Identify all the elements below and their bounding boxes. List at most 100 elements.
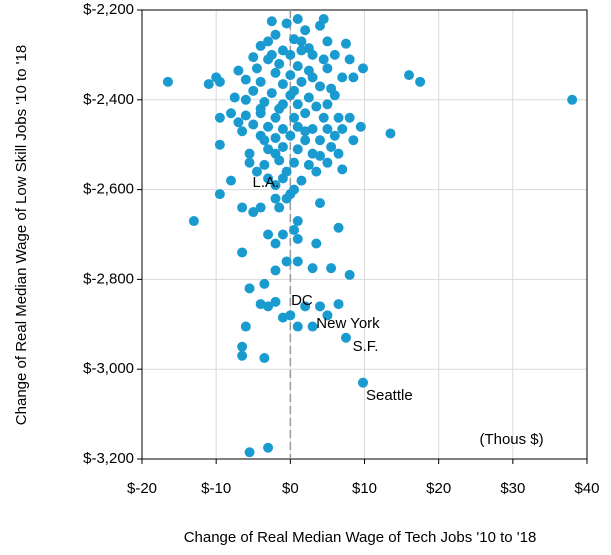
point [329, 49, 340, 60]
point [203, 79, 214, 90]
x-tick-label: $10 [352, 480, 377, 497]
point [326, 141, 337, 152]
y-axis-label: Change of Real Median Wage of Low Skill … [13, 45, 30, 425]
point [237, 341, 248, 352]
x-tick-label: $-10 [201, 480, 231, 497]
point [263, 442, 274, 453]
point [248, 207, 259, 218]
point [315, 301, 325, 312]
point [214, 112, 225, 123]
point [270, 193, 281, 204]
point [281, 18, 292, 29]
point [248, 85, 259, 96]
point [240, 74, 251, 85]
point [244, 157, 255, 168]
point [270, 265, 281, 276]
point [263, 36, 274, 47]
plot-frame [141, 9, 588, 460]
point [289, 112, 300, 123]
annotation: Seattle [366, 387, 413, 404]
annotation: (Thous $) [479, 431, 543, 448]
point [214, 189, 225, 200]
point [344, 54, 355, 65]
point [300, 301, 311, 312]
point [344, 269, 355, 280]
point [251, 63, 262, 74]
point [348, 72, 359, 83]
point [237, 202, 248, 213]
point [385, 128, 396, 139]
point [277, 79, 288, 90]
y-tick-label: $-2,400 [83, 91, 134, 108]
point [307, 321, 318, 332]
point [188, 216, 199, 227]
point [303, 92, 314, 103]
point [285, 310, 296, 321]
point [277, 173, 288, 184]
point [263, 301, 274, 312]
point [296, 45, 307, 56]
point [322, 310, 333, 321]
point [358, 63, 369, 74]
point [348, 135, 359, 146]
point [315, 20, 325, 31]
point [404, 70, 414, 81]
point [333, 222, 344, 233]
point [270, 132, 281, 143]
point [292, 144, 303, 155]
point [322, 157, 333, 168]
point [296, 175, 307, 186]
point [240, 94, 251, 105]
point [240, 321, 251, 332]
point [292, 99, 303, 110]
point [270, 296, 281, 307]
point [226, 175, 236, 186]
point [296, 76, 307, 87]
x-tick-label: $0 [282, 480, 299, 497]
point [266, 49, 277, 60]
annotation: L.A. [253, 174, 280, 191]
point [277, 141, 288, 152]
point [311, 166, 322, 177]
point [240, 110, 251, 121]
point [237, 126, 248, 137]
point [259, 278, 270, 289]
annotation: DC [291, 292, 313, 309]
point [255, 202, 266, 213]
point [315, 81, 325, 92]
y-tick-label: $-2,600 [83, 181, 134, 198]
point [292, 321, 303, 332]
point [266, 88, 277, 99]
x-tick-label: $20 [426, 480, 451, 497]
point [318, 112, 329, 123]
point [244, 447, 255, 458]
point [255, 40, 266, 51]
point [333, 148, 344, 159]
point [300, 126, 311, 137]
point [274, 58, 285, 69]
point [292, 233, 303, 244]
point [296, 36, 307, 47]
point [259, 352, 270, 363]
point [337, 72, 348, 83]
point [300, 108, 311, 119]
point [281, 256, 292, 267]
point [233, 65, 244, 76]
point [244, 283, 255, 294]
x-tick-label: $40 [574, 480, 599, 497]
point [300, 25, 311, 36]
point [307, 263, 318, 274]
point [162, 76, 173, 87]
y-tick-label: $-3,000 [83, 360, 134, 377]
x-axis-label: Change of Real Median Wage of Tech Jobs … [184, 529, 537, 546]
point [358, 377, 369, 388]
x-tick-label: $30 [500, 480, 525, 497]
point [255, 103, 266, 114]
point [289, 225, 300, 236]
point [274, 103, 285, 114]
point [289, 157, 300, 168]
point [237, 247, 248, 258]
point [285, 49, 296, 60]
y-tick-label: $-2,800 [83, 270, 134, 287]
point [259, 159, 270, 170]
